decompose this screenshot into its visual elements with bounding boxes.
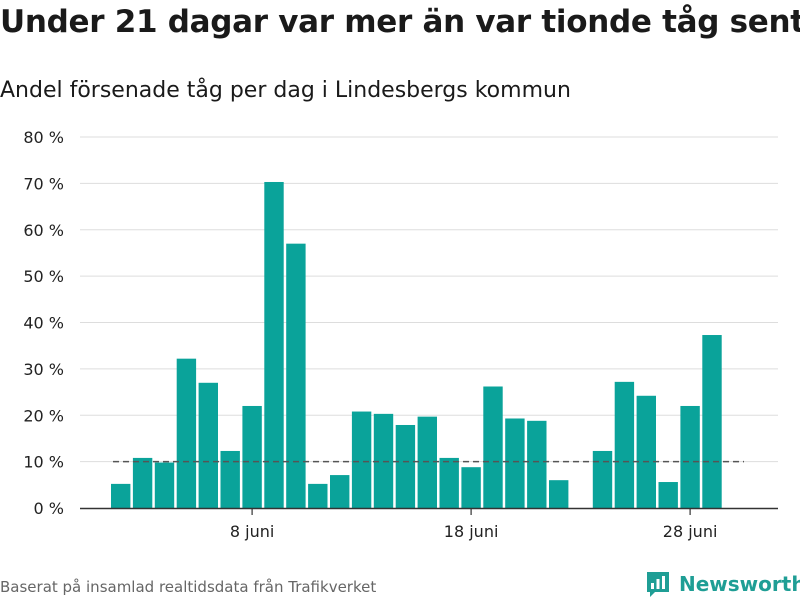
bar xyxy=(220,450,240,508)
y-tick-label: 30 % xyxy=(23,360,64,379)
bar xyxy=(461,467,481,508)
y-tick-label: 0 % xyxy=(34,499,64,518)
source-note: Baserat på insamlad realtidsdata från Tr… xyxy=(0,578,377,596)
bar xyxy=(176,358,197,508)
bar xyxy=(264,181,284,508)
bar xyxy=(154,462,175,508)
bar xyxy=(111,483,131,508)
bar xyxy=(614,381,635,508)
bar xyxy=(702,335,722,508)
x-tick-label: 28 juni xyxy=(663,522,718,541)
bars xyxy=(111,181,722,508)
grid-lines xyxy=(80,136,778,463)
bar xyxy=(592,450,613,508)
bar xyxy=(330,475,350,508)
brand-logo: Newsworthy xyxy=(645,570,800,598)
bar xyxy=(505,418,525,508)
bar xyxy=(308,483,328,508)
chart-subtitle: Andel försenade tåg per dag i Lindesberg… xyxy=(0,78,571,103)
bar xyxy=(549,480,569,508)
y-tick-label: 20 % xyxy=(23,406,64,425)
y-tick-label: 50 % xyxy=(23,267,64,286)
newsworthy-logo-icon xyxy=(647,572,669,597)
bar xyxy=(439,457,459,508)
brand-name: Newsworthy xyxy=(679,572,800,596)
x-tick-label: 18 juni xyxy=(444,522,499,541)
bar xyxy=(658,482,678,508)
bar xyxy=(636,395,656,508)
bar xyxy=(483,386,503,508)
y-tick-label: 40 % xyxy=(23,314,64,333)
bar xyxy=(242,405,262,508)
x-tick-label: 8 juni xyxy=(230,522,274,541)
y-axis-ticks: 0 % 10 % 20 % 30 % 40 % 50 % 60 % 70 % 80 % xyxy=(23,128,64,518)
bar xyxy=(527,420,547,508)
x-axis-ticks: 8 juni 18 juni 28 juni xyxy=(230,508,718,541)
y-tick-label: 10 % xyxy=(23,453,64,472)
y-tick-label: 60 % xyxy=(23,221,64,240)
bar xyxy=(132,457,153,508)
bar xyxy=(198,382,218,508)
bar xyxy=(286,243,306,508)
bar xyxy=(351,411,372,508)
y-tick-label: 70 % xyxy=(23,174,64,193)
bar xyxy=(395,424,416,508)
y-tick-label: 80 % xyxy=(23,128,64,147)
chart-title: Under 21 dagar var mer än var tionde tåg… xyxy=(0,4,800,40)
bar xyxy=(680,405,700,508)
